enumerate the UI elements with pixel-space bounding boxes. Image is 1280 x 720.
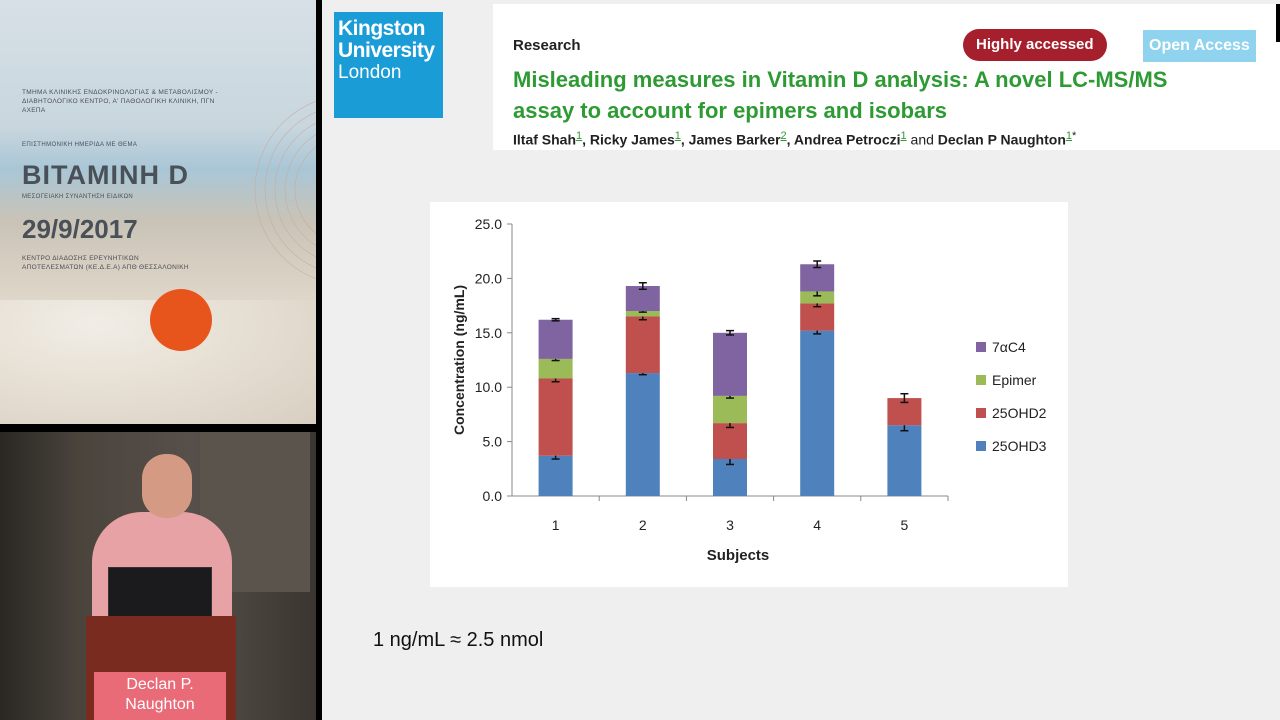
author-affiliation[interactable]: 1	[674, 130, 681, 142]
stacked-bar-chart: 0.0 5.0 10.0 15.0 20.0 25.0 1 2 3 4 5 Subjects Conce…	[430, 202, 1068, 587]
bar-25ohd2-1	[538, 378, 573, 456]
author-separator: ,	[582, 131, 590, 148]
open-access-badge: Open Access	[1143, 30, 1256, 62]
poster-subtitle: ΜΕΣΟΓΕΙΑΚΗ ΣΥΝΑΝΤΗΣΗ ΕΙΔΙΚΩΝ	[22, 194, 134, 200]
scrollbar	[1276, 4, 1280, 42]
y-tick-label: 10.0	[475, 379, 502, 395]
bar-25ohd2-4	[800, 303, 835, 331]
x-tick-label: 5	[901, 517, 909, 533]
legend-label: 25OHD3	[992, 438, 1047, 454]
bar-epimer-4	[800, 291, 835, 304]
x-tick-label: 4	[813, 517, 821, 533]
speaker-name-line1: Declan P.	[126, 676, 194, 693]
bar-epimer-2	[625, 311, 660, 317]
x-tick-label: 1	[552, 517, 560, 533]
poster-topic: ΒΙΤΑΜΙΝΗ D	[22, 160, 189, 190]
author-separator: ,	[680, 131, 689, 148]
bar-25ohd2-2	[625, 316, 660, 374]
y-tick-label: 20.0	[475, 270, 502, 286]
y-tick-label: 5.0	[483, 434, 503, 450]
author-affiliation[interactable]: 1	[900, 130, 907, 142]
speaker-name-line2: Naughton	[125, 696, 195, 713]
y-tick-label: 15.0	[475, 325, 502, 341]
bar-7αc4-4	[800, 264, 835, 292]
legend-swatch	[976, 342, 986, 352]
author-separator: and	[906, 131, 938, 148]
poster-date: 29/9/2017	[22, 214, 138, 244]
logo-line2: University	[338, 39, 435, 62]
highly-accessed-badge: Highly accessed	[963, 29, 1107, 61]
bar-7αc4-1	[538, 319, 573, 359]
bar-25ohd2-3	[713, 423, 747, 460]
bar-25ohd3-4	[800, 330, 835, 496]
bar-7αc4-2	[625, 286, 660, 312]
author-affiliation[interactable]: 1	[576, 130, 583, 142]
author-affiliation[interactable]: 2	[780, 130, 787, 142]
bar-25ohd3-5	[887, 425, 922, 496]
author-name[interactable]: Andrea Petroczi	[793, 131, 901, 148]
panel-divider	[316, 0, 322, 720]
legend-label: 25OHD2	[992, 405, 1047, 421]
sun-rays-graphic	[254, 100, 316, 280]
logo-line1: Kingston	[338, 17, 425, 40]
poster-organizer: ΤΜΗΜΑ ΚΛΙΝΙΚΗΣ ΕΝΔΟΚΡΙΝΟΛΟΓΙΑΣ & ΜΕΤΑΒΟΛ…	[22, 89, 219, 114]
bar-epimer-1	[538, 358, 573, 379]
x-tick-label: 2	[639, 517, 647, 533]
legend-swatch	[976, 375, 986, 385]
paper-section-label: Research	[513, 37, 581, 54]
bar-7αc4-3	[713, 332, 747, 396]
speaker-nameplate: Declan P. Naughton	[94, 672, 226, 720]
author-affiliation[interactable]: 1	[1065, 130, 1072, 142]
paper-header-screenshot: Research Highly accessed Open Access Mis…	[493, 4, 1280, 150]
author-name[interactable]: James Barker	[688, 131, 781, 148]
legend-swatch	[976, 408, 986, 418]
author-name[interactable]: Ricky James	[589, 131, 675, 148]
x-axis-label: Subjects	[707, 547, 770, 564]
logo-line3: London	[338, 62, 402, 83]
unit-conversion-note: 1 ng/mL ≈ 2.5 nmol	[373, 629, 544, 651]
mediterranean-logo-icon	[150, 289, 212, 351]
legend-label: Epimer	[992, 372, 1037, 388]
y-tick-label: 0.0	[483, 488, 503, 504]
bar-25ohd3-2	[625, 373, 660, 496]
bar-epimer-3	[713, 395, 747, 424]
bar-25ohd3-1	[538, 455, 573, 496]
author-name[interactable]: Declan P Naughton	[937, 131, 1066, 148]
poster-theme: ΕΠΙΣΤΗΜΟΝΙΚΗ ΗΜΕΡΙΔΑ ΜΕ ΘΕΜΑ	[22, 142, 138, 148]
legend-swatch	[976, 441, 986, 451]
author-name[interactable]: Iltaf Shah	[513, 131, 577, 148]
paper-authors: Iltaf Shah1, Ricky James1, James Barker2…	[513, 130, 1076, 148]
speaker-head	[142, 454, 192, 518]
conference-poster: ΤΜΗΜΑ ΚΛΙΝΙΚΗΣ ΕΝΔΟΚΡΙΝΟΛΟΓΙΑΣ & ΜΕΤΑΒΟΛ…	[0, 0, 316, 424]
corresponding-author-mark: *	[1072, 130, 1077, 142]
laptop-icon	[108, 567, 212, 619]
poster-location: ΚΕΝΤΡΟ ΔΙΑΔΟΣΗΣ ΕΡΕΥΝΗΤΙΚΩΝ ΑΠΟΤΕΛΕΣΜΑΤΩ…	[22, 255, 189, 271]
x-tick-label: 3	[726, 517, 734, 533]
kingston-university-logo: Kingston University London	[334, 12, 443, 118]
paper-title: Misleading measures in Vitamin D analysi…	[513, 67, 1168, 123]
speaker-video: Declan P. Naughton	[0, 432, 316, 720]
chart-svg: 0.0 5.0 10.0 15.0 20.0 25.0 1 2 3 4 5 Subjects Conce…	[451, 216, 1047, 564]
legend-label: 7αC4	[992, 339, 1026, 355]
author-separator: ,	[786, 131, 794, 148]
y-tick-label: 25.0	[475, 216, 502, 232]
presentation-slide: Kingston University London Research High…	[322, 0, 1280, 720]
y-axis-label: Concentration (ng/mL)	[451, 285, 467, 435]
